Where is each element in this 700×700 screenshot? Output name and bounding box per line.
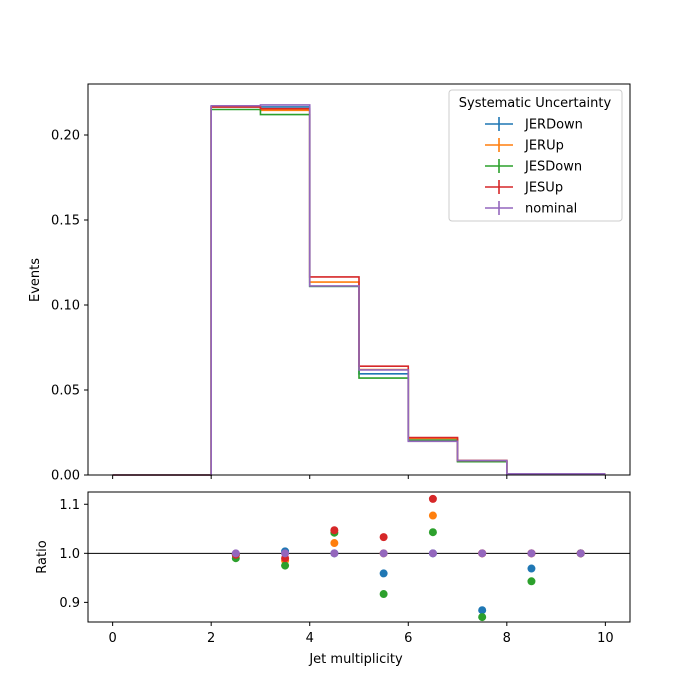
ratio-point-nominal (428, 549, 437, 558)
ratio-point-jerup (330, 539, 339, 548)
ratio-x-tick-label: 8 (503, 631, 511, 646)
main-y-axis-label: Events (28, 258, 43, 302)
ratio-point-jesdown (379, 590, 388, 599)
histogram-line-nominal (112, 104, 606, 476)
main-y-tick-label: 0.20 (51, 129, 80, 144)
main-y-tick-label: 0.10 (51, 299, 80, 314)
ratio-point-nominal (527, 549, 536, 558)
main-panel: 0.00 0.05 0.10 0.15 0.20 Events Systematic U… (28, 83, 631, 484)
legend-item-jesdown: JESDown (485, 159, 582, 175)
legend-label: JERDown (524, 118, 583, 133)
legend-label: nominal (525, 202, 577, 217)
legend: Systematic Uncertainty JERDown JERUp JESDo… (448, 89, 623, 222)
ratio-point-nominal (478, 549, 487, 558)
ratio-y-tick-label: 0.9 (59, 596, 80, 611)
ratio-point-jerdown (478, 606, 487, 615)
main-y-tick-label: 0.05 (51, 384, 80, 399)
ratio-y-tick-label: 1.1 (59, 498, 80, 513)
ratio-axes-frame (87, 491, 631, 623)
ratio-point-jesdown (478, 613, 487, 622)
ratio-plot-area (88, 494, 630, 622)
ratio-x-tick-label: 10 (597, 631, 614, 646)
legend-box (448, 89, 623, 222)
ratio-point-nominal (379, 549, 388, 558)
main-y-ticks: 0.00 0.05 0.10 0.15 0.20 (51, 129, 88, 484)
ratio-point-nominal (330, 549, 339, 558)
ratio-point-nominal (231, 549, 240, 558)
ratio-panel: 0 2 4 6 8 10 0.9 1.0 1.1 Ratio Jet multiplicity (35, 491, 631, 667)
main-x-ticks (112, 475, 606, 479)
main-y-tick-label: 0.15 (51, 214, 80, 229)
x-axis-label: Jet multiplicity (308, 652, 403, 667)
legend-title: Systematic Uncertainty (459, 96, 612, 111)
ratio-point-jesup (379, 533, 388, 542)
legend-label: JESDown (524, 160, 582, 175)
ratio-point-jesup (428, 494, 437, 503)
ratio-point-jerdown (379, 569, 388, 578)
ratio-point-jerdown (527, 564, 536, 573)
ratio-y-ticks: 0.9 1.0 1.1 (59, 498, 88, 611)
main-plot-area (112, 104, 606, 476)
ratio-x-tick-label: 2 (207, 631, 215, 646)
ratio-y-tick-label: 1.0 (59, 547, 80, 562)
ratio-point-jesup (330, 526, 339, 535)
legend-label: JESUp (524, 181, 563, 196)
legend-label: JERUp (524, 139, 564, 154)
legend-items: JERDown JERUp JESDown JESUp nominal (485, 117, 583, 217)
legend-item-jesup: JESUp (485, 180, 563, 196)
main-axes-frame (87, 83, 631, 476)
ratio-point-jesdown (527, 577, 536, 586)
main-y-tick-label: 0.00 (51, 469, 80, 484)
ratio-y-axis-label: Ratio (35, 540, 50, 573)
ratio-x-tick-label: 0 (108, 631, 116, 646)
ratio-point-nominal (281, 549, 290, 558)
ratio-point-jesdown (428, 528, 437, 537)
legend-item-jerup: JERUp (485, 138, 564, 154)
ratio-x-tick-label: 6 (404, 631, 412, 646)
ratio-x-ticks: 0 2 4 6 8 10 (108, 622, 614, 646)
legend-item-jerdown: JERDown (485, 117, 583, 133)
ratio-x-tick-label: 4 (306, 631, 314, 646)
ratio-point-nominal (576, 549, 585, 558)
ratio-point-jesdown (281, 561, 290, 570)
ratio-point-jerup (428, 511, 437, 520)
legend-item-nominal: nominal (485, 201, 577, 217)
